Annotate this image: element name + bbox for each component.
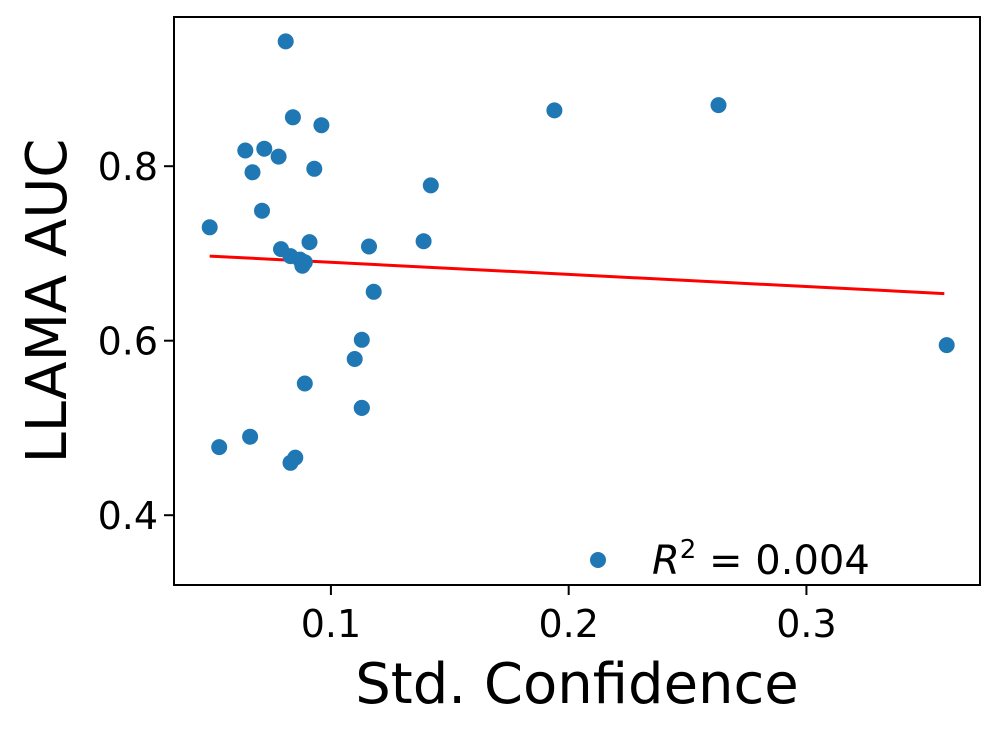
y-axis-ticks: 0.4 0.6 0.8 bbox=[98, 145, 174, 538]
data-point bbox=[270, 148, 287, 165]
data-point bbox=[301, 234, 318, 251]
legend-label-r: R bbox=[652, 538, 680, 584]
data-point bbox=[422, 177, 439, 194]
data-point bbox=[256, 140, 273, 157]
data-point bbox=[365, 283, 382, 300]
data-point bbox=[313, 117, 330, 134]
legend: R2 = 0.004 bbox=[590, 535, 870, 584]
y-axis-title: LLAMA AUC bbox=[15, 139, 80, 464]
data-point bbox=[306, 160, 323, 177]
y-tick-label: 0.4 bbox=[98, 494, 158, 538]
data-point bbox=[287, 449, 304, 466]
data-point bbox=[361, 238, 377, 255]
legend-label: R2 = 0.004 bbox=[652, 535, 870, 584]
data-point bbox=[296, 375, 313, 392]
legend-label-exponent: 2 bbox=[680, 535, 697, 565]
y-tick-label: 0.8 bbox=[98, 145, 158, 189]
data-point bbox=[201, 219, 218, 236]
data-point bbox=[415, 233, 432, 250]
data-point bbox=[296, 254, 313, 271]
fit-line bbox=[209, 254, 945, 296]
data-point bbox=[710, 97, 727, 114]
data-point bbox=[353, 331, 370, 348]
x-tick-label: 0.1 bbox=[301, 602, 361, 646]
data-point bbox=[244, 164, 261, 181]
data-point bbox=[277, 33, 294, 50]
data-point bbox=[242, 428, 259, 445]
data-point bbox=[346, 351, 363, 367]
legend-label-value: = 0.004 bbox=[696, 538, 869, 584]
legend-marker bbox=[590, 552, 606, 568]
data-point bbox=[938, 337, 955, 354]
x-axis-title: Std. Confidence bbox=[355, 652, 799, 717]
data-points bbox=[201, 33, 955, 471]
data-point bbox=[284, 109, 301, 126]
data-point bbox=[254, 202, 270, 219]
data-point bbox=[546, 102, 563, 119]
data-point bbox=[353, 399, 370, 416]
x-axis-ticks: 0.1 0.2 0.3 bbox=[301, 585, 837, 646]
data-point bbox=[211, 439, 228, 456]
y-tick-label: 0.6 bbox=[98, 320, 158, 364]
plot-frame bbox=[173, 16, 981, 586]
data-point bbox=[237, 142, 254, 159]
x-tick-label: 0.2 bbox=[538, 602, 598, 646]
plot-area bbox=[174, 17, 980, 585]
x-tick-label: 0.3 bbox=[776, 602, 836, 646]
